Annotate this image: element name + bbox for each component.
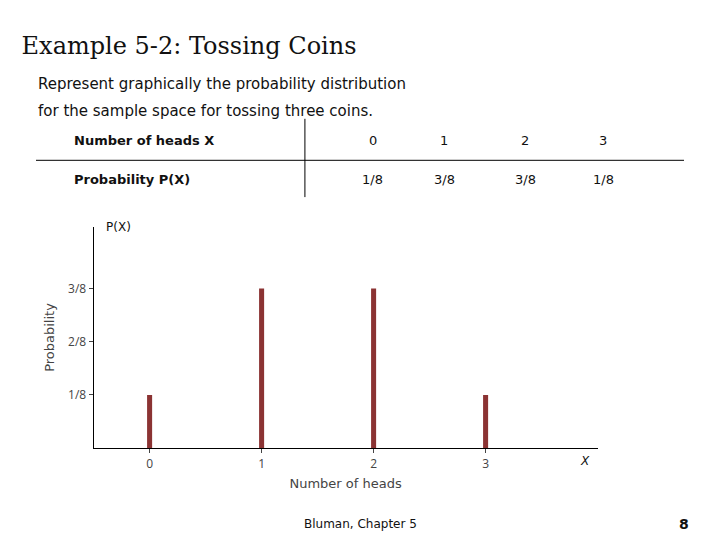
svg-text:P(X): P(X) [106,220,131,234]
svg-text:0: 0 [369,133,377,148]
svg-text:3/8: 3/8 [515,172,536,187]
svg-text:Represent graphically the prob: Represent graphically the probability di… [38,75,406,93]
svg-text:2: 2 [521,133,529,148]
svg-text:3: 3 [599,133,607,148]
svg-text:3/8: 3/8 [434,172,455,187]
svg-text:8: 8 [679,516,689,532]
svg-text:1/8: 1/8 [362,172,383,187]
svg-text:1/8: 1/8 [68,386,86,403]
svg-text:Number of heads: Number of heads [289,476,401,491]
svg-text:Example 5-2: Tossing Coins: Example 5-2: Tossing Coins [22,32,357,60]
svg-text:1: 1 [440,133,448,148]
svg-text:X: X [580,454,590,468]
svg-text:Probability: Probability [42,303,57,372]
svg-text:for the sample space for tossi: for the sample space for tossing three c… [38,102,373,120]
svg-text:3: 3 [482,455,489,472]
svg-text:1: 1 [258,455,265,472]
svg-text:Number of heads X: Number of heads X [74,133,214,148]
svg-text:2: 2 [370,455,377,472]
svg-text:0: 0 [146,455,153,472]
svg-text:2/8: 2/8 [68,333,86,350]
svg-text:1/8: 1/8 [593,172,614,187]
svg-text:Probability P(X): Probability P(X) [74,172,190,187]
svg-text:Bluman, Chapter 5: Bluman, Chapter 5 [304,517,417,531]
svg-text:3/8: 3/8 [68,280,86,297]
